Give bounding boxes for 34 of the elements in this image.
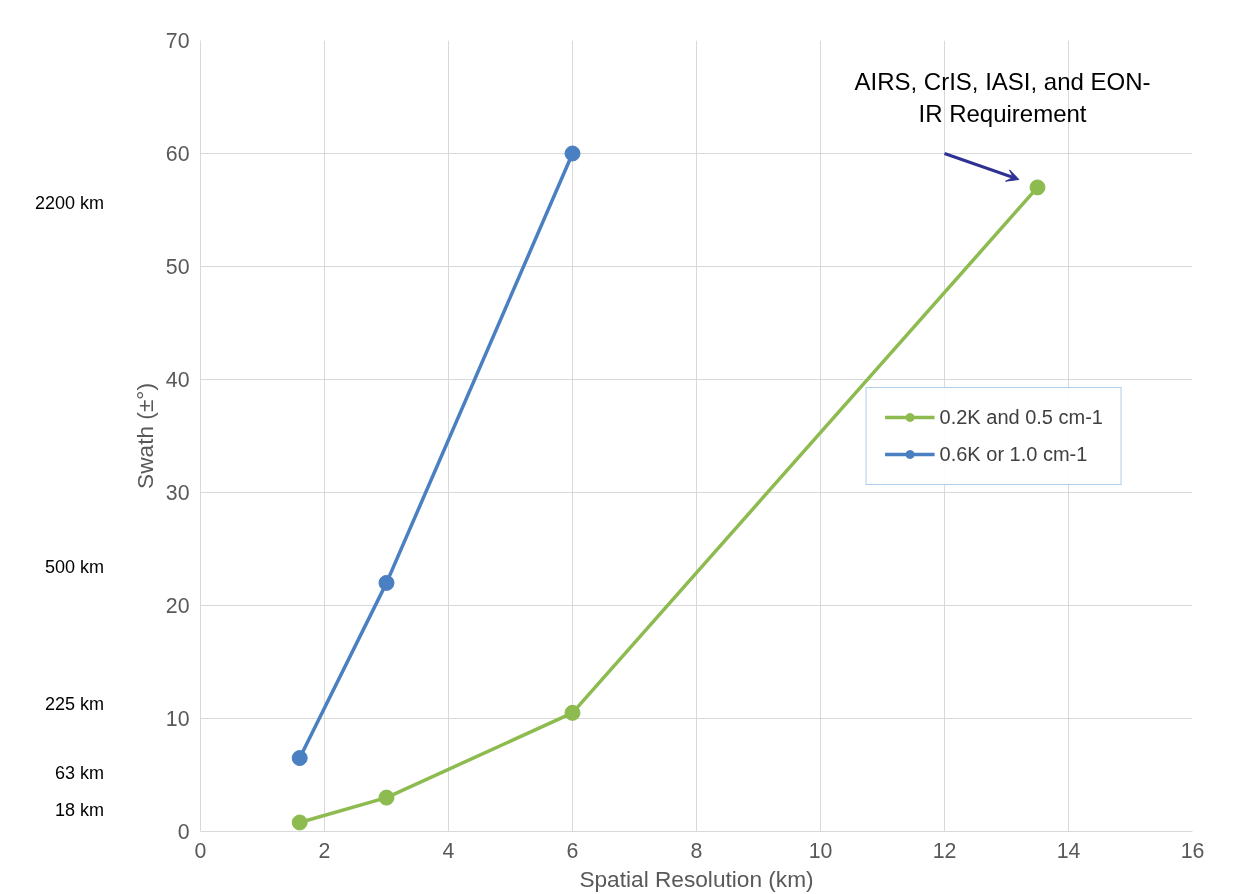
point	[564, 704, 581, 721]
y-tick-label: 60	[165, 142, 190, 166]
point	[291, 750, 308, 767]
point	[378, 789, 395, 806]
x-axis-title: Spatial Resolution (km)	[579, 865, 814, 892]
y-axis-title: Swath (±°)	[131, 383, 158, 489]
x-tick-label: 8	[690, 838, 703, 863]
text: 18 km	[54, 799, 104, 822]
legend-label: 0.2K and 0.5 cm-1	[939, 405, 1103, 429]
y-tick-label: 30	[165, 481, 190, 505]
annotation: AIRS, CrIS, IASI, and EON- IR Requirement	[854, 68, 1151, 128]
y-tick-label: 70	[165, 29, 190, 53]
x-tick-label: 0	[194, 838, 207, 863]
x-tick-label: 10	[808, 838, 833, 863]
text: 2200 km	[34, 192, 104, 215]
point	[564, 145, 581, 162]
point	[1029, 179, 1046, 196]
point	[291, 814, 308, 831]
x-tick-label: 14	[1056, 838, 1081, 863]
legend-label: 0.6K or 1.0 cm-1	[939, 442, 1088, 466]
x-tick-label: 4	[442, 838, 455, 863]
y-tick-label: 0	[177, 820, 190, 844]
point	[378, 574, 395, 591]
text: 500 km	[44, 556, 104, 579]
x-tick-label: 6	[566, 838, 579, 863]
x-tick-label: 12	[932, 838, 957, 863]
x-tick-label: 16	[1180, 838, 1205, 863]
y-tick-label: 50	[165, 255, 190, 279]
y-tick-label: 20	[165, 594, 190, 618]
x-tick-label: 2	[318, 838, 331, 863]
y-tick-label: 10	[165, 707, 190, 731]
y-tick-label: 40	[165, 368, 190, 392]
text: 63 km	[54, 762, 104, 785]
text: 225 km	[44, 693, 104, 716]
